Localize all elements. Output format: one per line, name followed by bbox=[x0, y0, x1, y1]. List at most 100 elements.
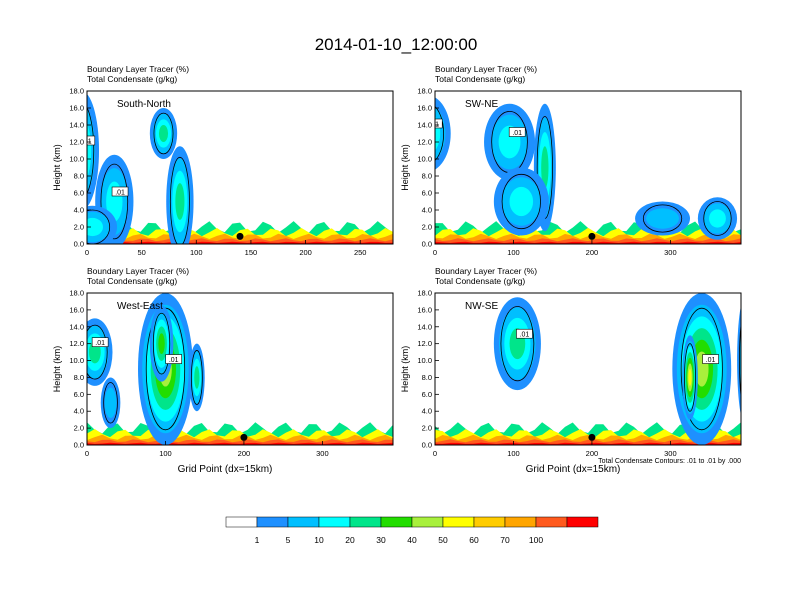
colorbar-label: 70 bbox=[500, 535, 510, 545]
tracer-field: .01.01 bbox=[87, 93, 393, 244]
colorbar: 1 5 10 20 30 40 50 60 70 100 bbox=[225, 516, 599, 545]
colorbar-swatch bbox=[225, 516, 258, 528]
condensate-contour bbox=[501, 173, 541, 230]
tracer-plume bbox=[158, 125, 169, 142]
boundary-layer-band bbox=[435, 442, 741, 445]
y-tick-label: 2.0 bbox=[74, 223, 84, 232]
panel-name: NW-SE bbox=[465, 301, 498, 312]
contour-label: .01 bbox=[169, 357, 179, 364]
y-axis-label: Height (km) bbox=[52, 346, 62, 393]
x-tick-label: 200 bbox=[238, 449, 251, 458]
y-tick-label: 14.0 bbox=[69, 121, 84, 130]
y-tick-label: 2.0 bbox=[422, 424, 432, 433]
x-tick-label: 250 bbox=[354, 248, 367, 257]
condensate-contour bbox=[87, 324, 108, 380]
colorbar-label: 60 bbox=[469, 535, 479, 545]
colorbar-swatch bbox=[287, 516, 320, 528]
y-tick-label: 18.0 bbox=[417, 87, 432, 96]
x-tick-label: 150 bbox=[245, 248, 258, 257]
x-tick-label: 0 bbox=[85, 449, 89, 458]
tracer-plume bbox=[646, 208, 680, 229]
y-tick-label: 0.0 bbox=[422, 240, 432, 249]
condensate-contour bbox=[642, 204, 683, 233]
y-tick-label: 10.0 bbox=[69, 155, 84, 164]
x-tick-label: 100 bbox=[190, 248, 203, 257]
colorbar-swatch bbox=[473, 516, 506, 528]
variable-label: Boundary Layer Tracer (%) bbox=[435, 64, 537, 74]
boundary-layer-band bbox=[435, 241, 741, 244]
tracer-plume bbox=[158, 333, 165, 355]
colorbar-label: 40 bbox=[407, 535, 417, 545]
colorbar-swatch bbox=[442, 516, 475, 528]
x-tick-label: 100 bbox=[507, 248, 520, 257]
contour-label: .01 bbox=[706, 357, 716, 364]
tracer-field: .01.01 bbox=[435, 97, 741, 244]
panel-frame bbox=[86, 90, 394, 245]
contour-label-box bbox=[508, 127, 526, 137]
colorbar-label: 50 bbox=[438, 535, 448, 545]
y-tick-label: 4.0 bbox=[74, 206, 84, 215]
y-axis-label: Height (km) bbox=[52, 144, 62, 191]
panels: .01 .01 South-North Boundary Layer Tracer (… bbox=[52, 64, 742, 475]
panel-frame bbox=[86, 292, 394, 446]
colorbar-swatch bbox=[566, 516, 599, 528]
y-tick-label: 2.0 bbox=[422, 223, 432, 232]
y-tick-label: 14.0 bbox=[417, 322, 432, 331]
contour-label-box bbox=[91, 337, 109, 347]
location-marker bbox=[240, 433, 248, 441]
location-marker bbox=[236, 232, 244, 240]
tracer-plume bbox=[709, 209, 726, 228]
panel-west-east: .01 .01 West-East Boundary Layer Tracer (%)… bbox=[52, 266, 394, 475]
y-tick-label: 6.0 bbox=[74, 189, 84, 198]
y-tick-label: 6.0 bbox=[74, 390, 84, 399]
y-tick-label: 16.0 bbox=[69, 104, 84, 113]
x-tick-label: 100 bbox=[507, 449, 520, 458]
contour-note: Total Condensate Contours: .01 to .01 by… bbox=[598, 458, 741, 465]
y-axis-label: Height (km) bbox=[400, 144, 410, 191]
boundary-layer-band bbox=[87, 241, 393, 244]
colorbar-label: 30 bbox=[376, 535, 386, 545]
tracer-field: .01.01 bbox=[87, 293, 393, 445]
y-tick-label: 12.0 bbox=[69, 138, 84, 147]
condensate-contour bbox=[739, 321, 741, 400]
tracer-field: .01 .01 bbox=[435, 293, 741, 445]
colorbar-swatch bbox=[318, 516, 351, 528]
x-tick-label: 0 bbox=[433, 449, 437, 458]
x-axis-label: Grid Point (dx=15km) bbox=[178, 464, 273, 475]
tracer-plume bbox=[688, 369, 692, 386]
tracer-plume bbox=[435, 116, 441, 151]
y-tick-label: 16.0 bbox=[417, 104, 432, 113]
colorbar-label: 5 bbox=[286, 535, 291, 545]
x-tick-label: 300 bbox=[664, 449, 677, 458]
contour-label: .01 bbox=[520, 332, 530, 339]
contour-label: .01 bbox=[512, 130, 522, 137]
x-tick-label: 300 bbox=[664, 248, 677, 257]
y-tick-label: 10.0 bbox=[417, 356, 432, 365]
condensate-contour bbox=[103, 382, 118, 424]
condensate-contour bbox=[435, 106, 445, 161]
colorbar-swatch bbox=[256, 516, 289, 528]
x-tick-label: 0 bbox=[85, 248, 89, 257]
contour-label: .01 bbox=[115, 190, 125, 197]
contour-variable-label: Total Condensate (g/kg) bbox=[435, 276, 525, 286]
tracer-plume bbox=[175, 183, 185, 220]
colorbar-swatch bbox=[380, 516, 413, 528]
colorbar-label: 100 bbox=[529, 535, 543, 545]
y-tick-label: 14.0 bbox=[417, 121, 432, 130]
variable-label: Boundary Layer Tracer (%) bbox=[435, 266, 537, 276]
panel-name: West-East bbox=[117, 301, 163, 312]
tracer-plume bbox=[104, 387, 117, 418]
y-tick-label: 18.0 bbox=[417, 289, 432, 298]
contour-variable-label: Total Condensate (g/kg) bbox=[87, 74, 177, 84]
x-tick-label: 200 bbox=[299, 248, 312, 257]
panel-frame bbox=[434, 90, 742, 245]
x-tick-label: 0 bbox=[433, 248, 437, 257]
y-tick-label: 0.0 bbox=[74, 441, 84, 450]
colorbar-label: 1 bbox=[255, 535, 260, 545]
colorbar-label: 20 bbox=[345, 535, 355, 545]
y-tick-label: 8.0 bbox=[422, 172, 432, 181]
contour-label-box bbox=[165, 354, 182, 364]
y-tick-label: 2.0 bbox=[74, 424, 84, 433]
